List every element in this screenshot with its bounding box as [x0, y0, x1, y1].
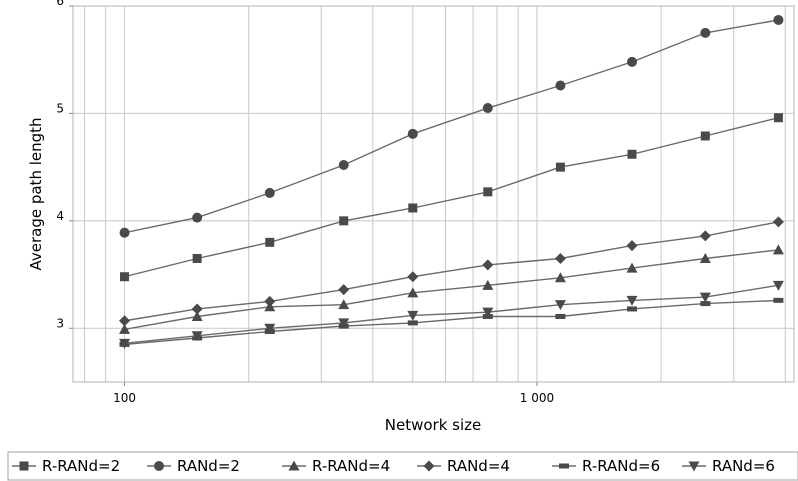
marker-circle	[700, 27, 711, 38]
series-RANd=2	[119, 14, 784, 238]
series-line	[124, 284, 779, 344]
marker-square	[408, 203, 418, 213]
x-axis-label: Network size	[385, 416, 481, 434]
marker-square	[120, 272, 130, 282]
marker-diamond	[264, 295, 276, 307]
y-axis-label: Average path length	[27, 117, 45, 270]
marker-triangle-up	[699, 252, 711, 263]
marker-triangle-up	[191, 310, 203, 321]
marker-triangle-down	[626, 295, 638, 306]
marker-triangle-down	[699, 292, 711, 303]
marker-triangle-up	[482, 279, 494, 290]
x-tick-label: 100	[113, 391, 136, 405]
marker-dash	[700, 301, 711, 307]
legend-item: R-RANd=2	[12, 457, 120, 475]
series-RANd=4	[119, 216, 784, 327]
series-line	[124, 221, 779, 322]
marker-diamond	[191, 303, 203, 315]
marker-diamond	[338, 284, 350, 296]
marker-diamond	[119, 315, 131, 327]
marker-diamond	[482, 259, 494, 271]
marker-circle	[264, 187, 275, 198]
marker-triangle-down	[338, 318, 350, 329]
y-tick-label: 3	[56, 316, 64, 330]
series-RANd=6	[119, 280, 784, 349]
marker-square	[627, 149, 637, 159]
grid	[73, 5, 794, 382]
marker-square	[700, 131, 710, 141]
marker-circle	[192, 212, 203, 223]
series-line	[124, 117, 779, 278]
legend-item: RANd=4	[417, 457, 510, 475]
marker-triangle-up	[772, 244, 784, 255]
y-tick-label: 4	[56, 209, 64, 223]
marker-triangle-down	[554, 300, 566, 311]
legend-label: RANd=2	[177, 457, 240, 475]
marker-square	[555, 162, 565, 172]
marker-circle	[154, 461, 164, 471]
marker-diamond	[554, 252, 566, 264]
legend-item: RANd=6	[682, 457, 775, 475]
legend-label: RANd=4	[447, 457, 510, 475]
legend-item: RANd=2	[147, 457, 240, 475]
series-R-RANd=6	[119, 297, 784, 347]
marker-circle	[407, 128, 418, 139]
marker-triangle-up	[288, 460, 300, 471]
legend-label: R-RANd=4	[312, 457, 390, 475]
plot-frame	[72, 5, 795, 383]
legend-item: R-RANd=4	[282, 457, 390, 475]
marker-triangle-down	[264, 323, 276, 334]
y-tick-label: 6	[56, 0, 64, 8]
marker-square	[19, 461, 29, 471]
marker-circle	[626, 56, 637, 67]
legend-label: R-RANd=2	[42, 457, 120, 475]
marker-diamond	[772, 216, 784, 228]
marker-dash	[626, 306, 637, 312]
marker-triangle-down	[407, 310, 419, 321]
marker-triangle-up	[407, 287, 419, 298]
series-R-RANd=2	[120, 113, 783, 282]
marker-triangle-down	[772, 280, 784, 291]
legend-item: R-RANd=6	[552, 457, 660, 475]
marker-triangle-up	[338, 299, 350, 310]
marker-circle	[773, 14, 784, 25]
marker-circle	[555, 80, 566, 91]
series-layer	[119, 14, 784, 349]
marker-dash	[555, 313, 566, 319]
marker-square	[265, 237, 275, 247]
legend-label: R-RANd=6	[582, 457, 660, 475]
axis-ticks: 3 4 5 6 100 1 000	[56, 0, 554, 405]
marker-circle	[119, 227, 130, 238]
marker-diamond	[699, 230, 711, 242]
marker-dash	[407, 320, 418, 326]
marker-square	[773, 113, 783, 123]
marker-circle	[338, 159, 349, 170]
marker-triangle-down	[482, 307, 494, 318]
y-tick-label: 5	[56, 101, 64, 115]
marker-diamond	[407, 271, 419, 283]
marker-square	[483, 187, 493, 197]
series-line	[124, 19, 779, 234]
legend-label: RANd=6	[712, 457, 775, 475]
series-line	[124, 299, 779, 346]
marker-triangle-up	[626, 262, 638, 273]
marker-circle	[482, 103, 493, 114]
marker-diamond	[423, 460, 435, 472]
marker-triangle-up	[554, 272, 566, 283]
marker-square	[192, 253, 202, 263]
marker-triangle-up	[119, 323, 131, 334]
marker-triangle-down	[688, 461, 700, 472]
marker-dash	[559, 463, 569, 469]
marker-triangle-down	[191, 331, 203, 342]
marker-triangle-down	[119, 338, 131, 349]
x-tick-label: 1 000	[520, 391, 554, 405]
series-line	[124, 249, 779, 331]
marker-dash	[773, 297, 784, 303]
legend: R-RANd=2 RANd=2 R-RANd=4 RANd=4 R-RANd=6 RANd…	[7, 451, 798, 481]
series-R-RANd=4	[119, 244, 784, 334]
legend-box	[7, 451, 798, 481]
marker-square	[339, 216, 349, 226]
marker-diamond	[626, 240, 638, 252]
